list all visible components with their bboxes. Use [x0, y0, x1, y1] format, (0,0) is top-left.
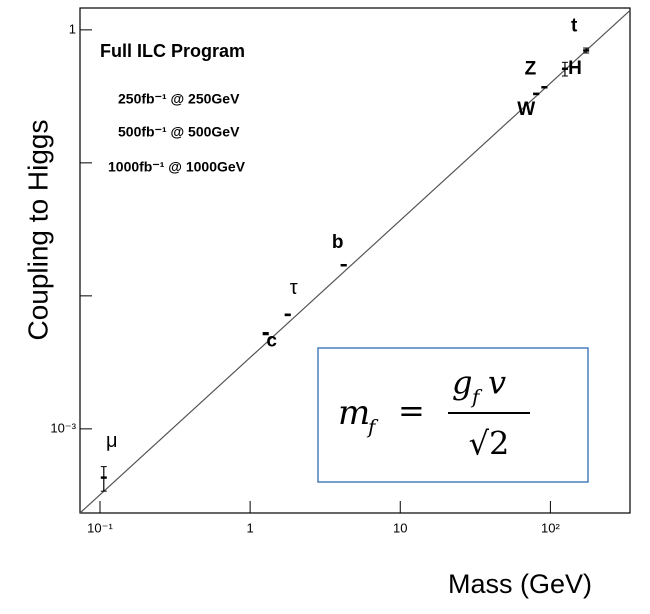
formula-v: v — [488, 364, 506, 402]
point-label: τ — [290, 277, 298, 299]
point-label: μ — [106, 430, 118, 452]
point — [262, 332, 269, 335]
formula-den: √2 — [469, 425, 510, 463]
point — [541, 86, 548, 89]
point — [583, 49, 590, 52]
point — [340, 264, 347, 267]
y-tick-label: 1 — [69, 21, 76, 36]
point — [561, 67, 568, 70]
x-axis-label: Mass (GeV) — [448, 569, 592, 599]
x-tick-label: 10 — [393, 520, 407, 535]
formula-num: g — [452, 364, 472, 402]
point-label: H — [568, 58, 582, 79]
y-tick-label: 10⁻³ — [50, 420, 76, 435]
plot-frame — [79, 7, 631, 514]
point-label: W — [517, 99, 535, 120]
annotation: 250fb⁻¹ @ 250GeV — [118, 91, 240, 107]
point — [100, 476, 107, 479]
x-tick-label: 10² — [541, 520, 560, 535]
point-label: b — [332, 232, 344, 253]
annotation: 1000fb⁻¹ @ 1000GeV — [108, 159, 246, 175]
x-tick-label: 10⁻¹ — [87, 520, 113, 535]
point-label: c — [266, 331, 277, 352]
formula-eq: = — [398, 392, 425, 430]
annotation: 500fb⁻¹ @ 500GeV — [118, 124, 240, 140]
point — [284, 313, 291, 317]
point — [533, 92, 540, 96]
point-label: t — [571, 15, 578, 36]
formula-box — [317, 347, 589, 483]
chart-title: Full ILC Program — [100, 41, 245, 61]
x-tick-label: 1 — [247, 520, 254, 535]
point-label: Z — [525, 58, 537, 79]
formula: m f = g f v √2 — [338, 364, 530, 463]
plot: 10⁻¹ 1 10 10² 10⁻³ 1 μ c τ b WZ Ht — [50, 9, 631, 535]
formula-lhs: m — [338, 393, 370, 433]
y-axis-label: Coupling to Higgs — [22, 119, 53, 340]
